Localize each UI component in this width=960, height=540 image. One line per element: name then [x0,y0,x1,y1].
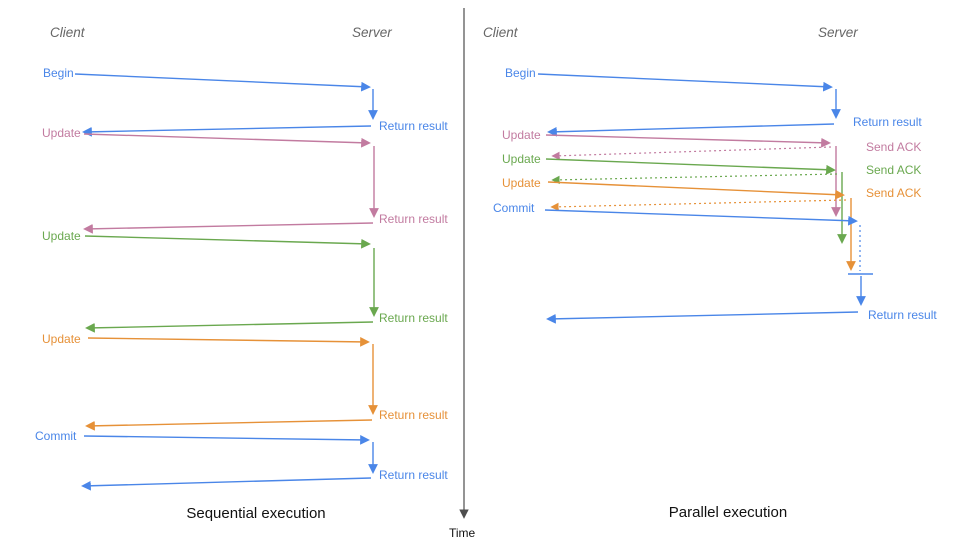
seq-update3-result-label: Return result [379,408,448,422]
par-commit-label: Commit [493,201,535,215]
par-update1-label: Update [502,128,541,142]
sequential-panel: Client Server Begin Return result Update… [35,25,448,522]
seq-commit-request-arrow [83,434,370,445]
seq-update1-request-arrow [83,133,371,148]
seq-commit-return-arrow [81,477,372,491]
parallel-server-header: Server [818,25,858,40]
par-step-update-1: Update Send ACK [502,128,921,217]
par-commit-request-arrow [544,209,858,226]
seq-update1-result-label: Return result [379,212,448,226]
par-step-update-2: Update Send ACK [502,152,921,244]
par-update3-label: Update [502,176,541,190]
par-update3-request-arrow [547,181,845,200]
seq-commit-label: Commit [35,429,77,443]
parallel-client-header: Client [483,25,519,40]
par-update3-ack-label: Send ACK [866,186,921,200]
seq-update1-return-arrow [83,222,374,234]
seq-update3-return-arrow [85,419,373,431]
par-update2-request-arrow [545,158,836,175]
par-step-begin: Begin Return result [505,66,922,137]
seq-update2-result-label: Return result [379,311,448,325]
seq-step-update-2: Update Return result [42,229,448,333]
seq-step-update-3: Update Return result [42,332,448,431]
par-begin-request-arrow [537,73,833,92]
parallel-caption: Parallel execution [669,504,787,521]
par-step-commit: Commit Return result [493,201,937,324]
par-update2-label: Update [502,152,541,166]
par-update3-ack-arrow [550,199,847,212]
par-update1-ack-label: Send ACK [866,140,921,154]
sequential-client-header: Client [50,25,86,40]
seq-commit-result-label: Return result [379,468,448,482]
time-axis-label: Time [449,526,476,540]
par-update2-ack-arrow [551,173,838,185]
sequential-caption: Sequential execution [186,505,325,522]
seq-update3-request-arrow [87,336,370,347]
par-update1-ack-arrow [551,146,832,160]
seq-step-commit: Commit Return result [35,429,448,491]
seq-update1-label: Update [42,126,81,140]
seq-begin-label: Begin [43,66,74,80]
seq-update2-request-arrow [84,235,371,249]
par-update1-request-arrow [545,134,831,148]
par-update2-ack-label: Send ACK [866,163,921,177]
seq-begin-request-arrow [74,73,371,92]
seq-update3-label: Update [42,332,81,346]
par-commit-result-label: Return result [868,308,937,322]
seq-step-update-1: Update Return result [42,126,448,234]
seq-update2-return-arrow [85,321,374,333]
par-begin-result-label: Return result [853,115,922,129]
par-begin-label: Begin [505,66,536,80]
seq-update2-label: Update [42,229,81,243]
seq-begin-result-label: Return result [379,119,448,133]
seq-step-begin: Begin Return result [43,66,448,137]
par-begin-return-arrow [547,123,835,137]
sequential-server-header: Server [352,25,392,40]
time-axis: Time [449,8,476,540]
par-step-update-3: Update Send ACK [502,176,921,271]
par-commit-return-arrow [546,311,859,324]
parallel-panel: Client Server Begin Return result Update… [483,25,937,521]
seq-begin-return-arrow [82,125,372,137]
